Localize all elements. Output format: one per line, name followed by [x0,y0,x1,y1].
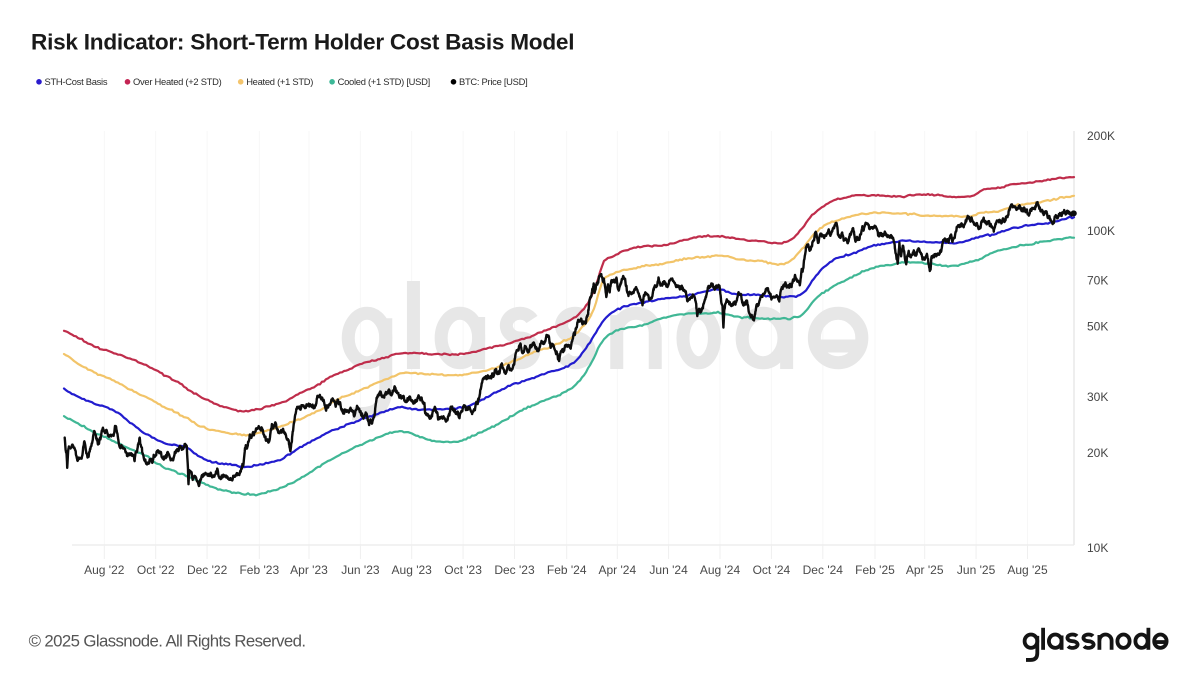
svg-text:Heated (+1 STD): Heated (+1 STD) [246,76,313,87]
svg-text:Dec '22: Dec '22 [187,563,228,577]
svg-text:Feb '23: Feb '23 [239,563,279,577]
svg-text:100K: 100K [1087,224,1115,238]
svg-text:Oct '22: Oct '22 [137,563,175,577]
svg-text:Risk Indicator: Short-Term Hol: Risk Indicator: Short-Term Holder Cost B… [31,30,574,55]
svg-text:Jun '24: Jun '24 [649,563,688,577]
svg-text:Jun '23: Jun '23 [341,563,380,577]
svg-text:Aug '22: Aug '22 [84,563,125,577]
svg-text:STH-Cost Basis: STH-Cost Basis [45,76,108,87]
svg-text:Aug '24: Aug '24 [700,563,741,577]
svg-text:Oct '24: Oct '24 [753,563,791,577]
svg-text:Apr '25: Apr '25 [906,563,944,577]
svg-text:30K: 30K [1087,390,1108,404]
svg-text:50K: 50K [1087,320,1108,334]
svg-text:Cooled (+1 STD) [USD]: Cooled (+1 STD) [USD] [338,76,430,87]
svg-text:Apr '23: Apr '23 [290,563,328,577]
svg-text:70K: 70K [1087,273,1108,287]
svg-text:Over Heated (+2 STD): Over Heated (+2 STD) [133,76,222,87]
svg-text:Feb '25: Feb '25 [855,563,895,577]
svg-text:Dec '23: Dec '23 [494,563,535,577]
svg-text:Aug '25: Aug '25 [1007,563,1048,577]
svg-text:Feb '24: Feb '24 [547,563,587,577]
svg-text:Apr '24: Apr '24 [598,563,636,577]
svg-text:20K: 20K [1087,446,1108,460]
svg-text:© 2025 Glassnode. All Rights R: © 2025 Glassnode. All Rights Reserved. [29,631,306,650]
svg-text:Dec '24: Dec '24 [803,563,844,577]
svg-text:200K: 200K [1087,129,1115,143]
svg-text:10K: 10K [1087,541,1108,555]
svg-text:Jun '25: Jun '25 [957,563,996,577]
svg-text:Oct '23: Oct '23 [444,563,482,577]
svg-text:BTC: Price [USD]: BTC: Price [USD] [459,76,527,87]
svg-text:Aug '23: Aug '23 [392,563,433,577]
